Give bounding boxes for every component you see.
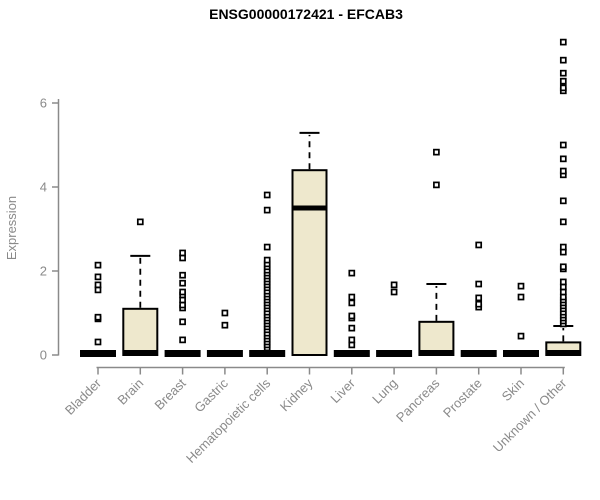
x-axis-category-label: Gastric: [191, 375, 231, 415]
outlier-point: [559, 167, 567, 175]
x-axis-category-label: Pancreas: [393, 375, 443, 425]
box: [122, 307, 159, 356]
outlier-point: [559, 197, 567, 205]
outlier-point: [348, 324, 356, 332]
outlier-point: [348, 293, 356, 301]
outlier-point: [94, 273, 102, 281]
outlier-point: [517, 332, 525, 340]
outlier-point: [94, 338, 102, 346]
outlier-point: [263, 243, 271, 251]
outlier-point: [390, 288, 398, 296]
x-axis-category-label: Kidney: [277, 375, 316, 414]
box: [291, 169, 328, 356]
x-axis-category-label: Prostate: [440, 376, 485, 421]
outlier-point: [179, 336, 186, 344]
outlier-point: [179, 288, 186, 296]
x-axis-category-label: Breast: [152, 375, 189, 412]
outlier-point: [559, 155, 567, 163]
collapsed-box-bar: [503, 350, 539, 357]
outlier-point: [348, 336, 356, 344]
x-axis-category-label: Liver: [327, 375, 358, 406]
outlier-point: [221, 309, 229, 317]
outlier-point: [348, 312, 356, 320]
outlier-point: [94, 261, 102, 269]
collapsed-box-bar: [376, 350, 413, 357]
collapsed-box-bar: [460, 350, 497, 357]
y-axis-label: Expression: [4, 196, 19, 260]
y-axis-tick-label: 0: [40, 348, 47, 363]
collapsed-box-bar: [333, 350, 370, 357]
x-axis-category-label: Unknown / Other: [490, 375, 570, 455]
outlier-point: [475, 280, 483, 288]
outlier-point: [559, 141, 567, 149]
outlier-point: [433, 148, 440, 156]
outlier-point: [390, 281, 398, 289]
outlier-point: [559, 278, 567, 286]
outlier-point: [179, 318, 186, 326]
outlier-point: [559, 263, 567, 271]
outlier-point: [559, 243, 567, 251]
chart-title: ENSG00000172421 - EFCAB3: [209, 6, 403, 22]
outlier-point: [475, 241, 483, 249]
outlier-point: [136, 218, 144, 226]
outlier-point: [559, 38, 567, 46]
outlier-point: [559, 69, 567, 77]
outlier-point: [94, 313, 102, 321]
y-axis-tick-label: 6: [40, 96, 47, 111]
x-axis-category-label: Brain: [114, 376, 146, 408]
outlier-point: [348, 269, 356, 277]
outlier-point: [433, 181, 440, 189]
collapsed-box-bar: [80, 350, 116, 357]
y-axis-tick-label: 2: [40, 264, 47, 279]
y-axis-tick-label: 4: [40, 180, 47, 195]
outlier-point: [517, 282, 525, 290]
x-axis-category-label: Bladder: [62, 375, 105, 418]
outlier-point: [559, 77, 567, 85]
collapsed-box-bar: [249, 350, 286, 357]
outlier-point: [263, 206, 271, 214]
outlier-point: [179, 279, 186, 287]
outlier-point: [94, 281, 102, 289]
outlier-point: [517, 293, 525, 301]
collapsed-box-bar: [206, 350, 243, 357]
outlier-point: [263, 256, 271, 264]
outlier-point: [179, 271, 186, 279]
x-axis-category-label: Skin: [499, 376, 527, 404]
outlier-point: [221, 321, 229, 329]
outlier-point: [179, 249, 186, 257]
collapsed-box-bar: [164, 350, 201, 357]
outlier-point: [559, 218, 567, 226]
outlier-point: [263, 191, 271, 199]
outlier-point: [559, 56, 567, 64]
outlier-point: [559, 84, 567, 92]
outlier-point: [475, 300, 483, 308]
outlier-point: [348, 299, 356, 307]
outlier-point: [475, 294, 483, 302]
x-axis-category-label: Lung: [369, 376, 400, 407]
